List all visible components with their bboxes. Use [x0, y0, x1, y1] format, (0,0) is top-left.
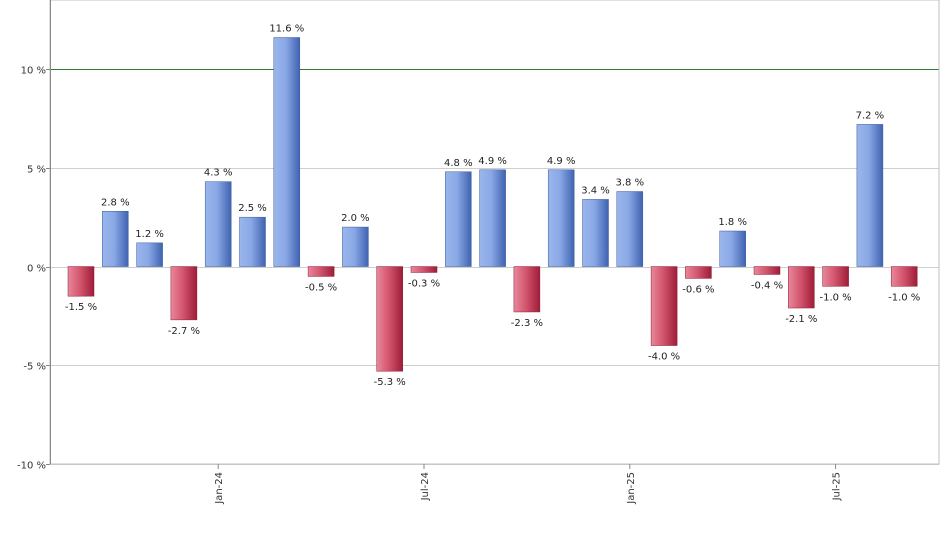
data-label: -2.7 % [168, 326, 200, 337]
data-labels: -1.5 % 2.8 % 1.2 % -2.7 % 4.3 % 2.5 % 11.6 % -0… [65, 24, 920, 389]
bar [719, 230, 746, 267]
y-tick-label: 10 % [21, 66, 46, 77]
data-label: 4.8 % [444, 158, 473, 169]
bar [890, 266, 918, 287]
x-axis-ticks: Jan-24 Jul-24 Jan-25 Jul-25 [214, 464, 843, 505]
data-label: 4.9 % [547, 156, 576, 167]
data-label: -1.0 % [888, 292, 920, 303]
axes: 10 % 5 % 0 % -5 % -10 % [17, 0, 940, 472]
bar [547, 169, 575, 267]
bar [102, 211, 129, 267]
x-tick-label: Jan-24 [214, 472, 225, 505]
bar [170, 266, 198, 321]
y-tick-label: 0 % [27, 264, 46, 275]
data-label: 3.8 % [616, 178, 645, 189]
data-label: 2.5 % [238, 203, 267, 214]
y-tick-label: 5 % [27, 165, 46, 176]
data-label: -2.3 % [511, 318, 543, 329]
data-label: 11.6 % [269, 24, 304, 35]
data-label: 4.9 % [478, 156, 507, 167]
x-tick-label: Jul-25 [832, 472, 843, 501]
bar [410, 266, 438, 273]
bar [788, 266, 815, 309]
bars [67, 37, 918, 372]
x-tick-label: Jan-25 [626, 472, 637, 505]
data-label: -1.0 % [819, 292, 851, 303]
bar [856, 124, 884, 267]
bar [273, 37, 301, 267]
bar [616, 191, 644, 267]
data-label: -5.3 % [374, 377, 406, 388]
y-tick-label: -5 % [23, 362, 46, 373]
x-tick-label: Jul-24 [420, 472, 431, 501]
bar [445, 171, 472, 267]
bar [239, 216, 266, 267]
bar [307, 266, 335, 277]
data-label: 2.8 % [101, 197, 130, 208]
data-label: 2.0 % [341, 213, 370, 224]
data-label: -0.6 % [682, 284, 714, 295]
bar [685, 266, 712, 279]
data-label: -0.5 % [305, 282, 337, 293]
bar [204, 181, 232, 267]
data-label: 4.3 % [204, 168, 233, 179]
bar [650, 266, 678, 346]
bar [376, 266, 403, 372]
bar [479, 169, 506, 267]
y-tick-label: -10 % [17, 461, 46, 472]
data-label: -4.0 % [648, 352, 680, 363]
data-label: -2.1 % [785, 314, 817, 325]
bar [753, 266, 781, 275]
data-label: 7.2 % [856, 110, 885, 121]
data-label: 1.8 % [718, 217, 747, 228]
data-label: -0.4 % [751, 280, 783, 291]
data-label: -1.5 % [65, 302, 97, 313]
bar [513, 266, 541, 313]
data-label: 3.4 % [581, 185, 610, 196]
data-label: 1.2 % [135, 229, 164, 240]
bar [136, 242, 163, 267]
bar [822, 266, 849, 287]
bar [582, 199, 609, 267]
bar [342, 226, 369, 267]
bar [67, 266, 95, 297]
data-label: -0.3 % [408, 278, 440, 289]
